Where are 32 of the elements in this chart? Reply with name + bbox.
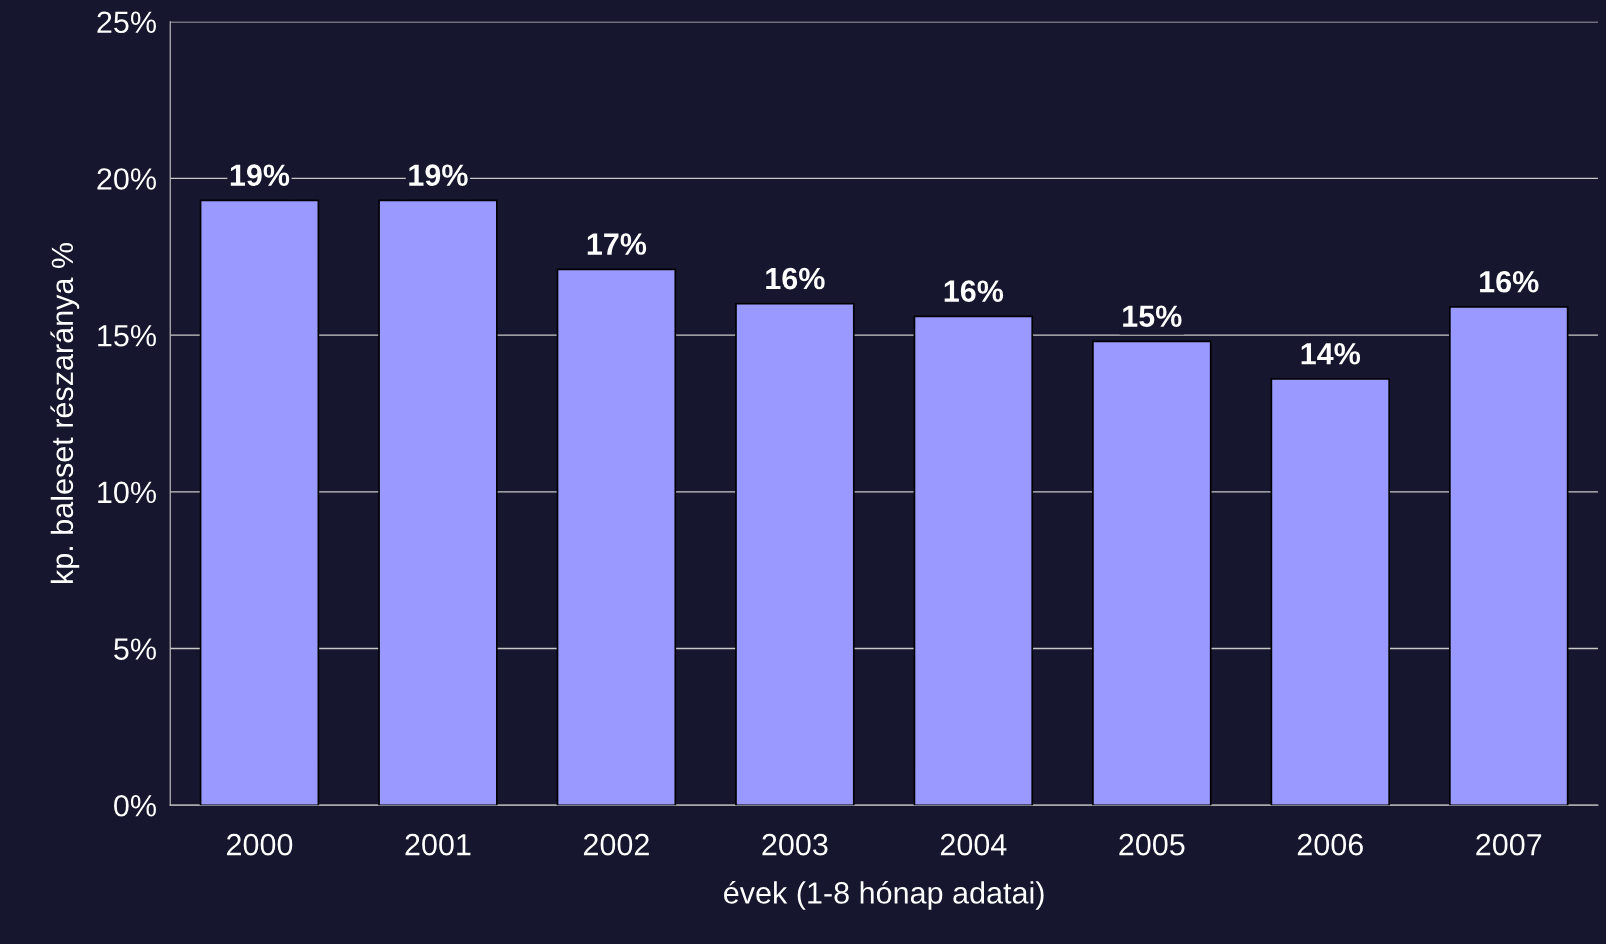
data-label: 16% bbox=[766, 267, 825, 290]
bar bbox=[735, 302, 855, 806]
x-axis-title: évek (1-8 hónap adatai) bbox=[724, 880, 1044, 910]
data-label: 16% bbox=[944, 280, 1004, 302]
data-label: 19% bbox=[230, 164, 290, 186]
y-tick-label: 15% bbox=[98, 324, 156, 347]
x-tick-label: 2003 bbox=[762, 833, 828, 856]
bar bbox=[556, 268, 677, 806]
data-label: 17% bbox=[587, 233, 647, 255]
data-label: 15% bbox=[1123, 305, 1182, 328]
y-tick-label: 5% bbox=[114, 638, 156, 660]
x-tick-label: 2007 bbox=[1476, 833, 1542, 856]
bar bbox=[199, 199, 320, 806]
bar bbox=[913, 315, 1034, 806]
x-tick-label: 2006 bbox=[1297, 833, 1363, 856]
data-label: 19% bbox=[409, 164, 468, 186]
data-label: 14% bbox=[1301, 343, 1361, 365]
x-tick-label: 2000 bbox=[227, 833, 293, 856]
data-label: 16% bbox=[1480, 270, 1539, 293]
y-tick-label: 20% bbox=[97, 168, 156, 190]
bar bbox=[1270, 378, 1390, 806]
x-tick-label: 2001 bbox=[405, 833, 471, 856]
y-axis-title: kp. baleset részaránya % bbox=[50, 243, 80, 583]
x-tick-label: 2002 bbox=[583, 833, 649, 856]
bar bbox=[1092, 340, 1212, 806]
y-tick-label: 10% bbox=[98, 481, 156, 504]
y-tick-label: 0% bbox=[114, 794, 156, 817]
bar bbox=[1449, 306, 1569, 806]
bar bbox=[378, 199, 498, 806]
y-tick-label: 25% bbox=[97, 11, 156, 34]
x-tick-label: 2004 bbox=[940, 833, 1007, 856]
x-tick-label: 2005 bbox=[1119, 833, 1185, 856]
